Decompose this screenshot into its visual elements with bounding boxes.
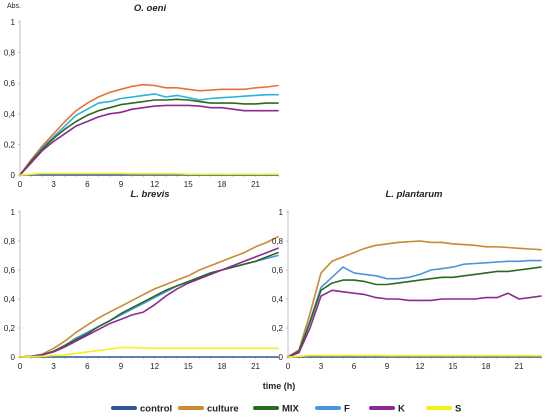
- x-tick-label: 18: [217, 180, 226, 189]
- series-line-mix: [19, 98, 279, 176]
- x-tick-label: 9: [119, 180, 124, 189]
- x-tick-label: 21: [515, 362, 524, 371]
- x-tick-label: 15: [184, 362, 193, 371]
- legend-label-culture: culture: [207, 404, 239, 415]
- x-tick-label: 6: [352, 362, 357, 371]
- series-line-culture: [19, 235, 279, 358]
- series-line-f: [19, 254, 279, 358]
- y-tick-label: 0,6: [272, 266, 284, 275]
- series-line-f: [287, 259, 542, 358]
- series-line-f: [19, 93, 279, 176]
- y-tick-label: 0: [11, 353, 16, 362]
- series-line-mix: [287, 266, 542, 358]
- x-tick-label: 6: [85, 362, 90, 371]
- y-tick-label: 0,6: [4, 266, 16, 275]
- x-tick-label: 9: [119, 362, 124, 371]
- legend-label-mix: MIX: [282, 404, 300, 415]
- y-tick-label: 0,4: [272, 295, 284, 304]
- y-tick-label: 0,8: [272, 237, 284, 246]
- series-line-culture: [19, 83, 279, 176]
- x-tick-label: 0: [18, 362, 23, 371]
- y-tick-label: 0,2: [4, 140, 16, 149]
- x-tick-label: 6: [85, 180, 90, 189]
- legend-label-control: control: [140, 404, 172, 415]
- x-tick-label: 15: [449, 362, 458, 371]
- legend-label-f: F: [344, 404, 350, 415]
- series-line-k: [287, 289, 542, 358]
- x-tick-label: 12: [416, 362, 425, 371]
- y-tick-label: 0,4: [4, 110, 16, 119]
- chart-panel-2: L. plantarum 0 0,2 0,4 0,6 0,8 1 0 3 6 9 12 15 18 21: [272, 189, 542, 371]
- x-tick-label: 3: [319, 362, 324, 371]
- y-tick-label: 1: [279, 208, 284, 217]
- series-line-s: [287, 354, 542, 358]
- y-tick-label: 0,8: [4, 237, 16, 246]
- y-tick-label: 0,2: [4, 324, 16, 333]
- x-tick-label: 9: [385, 362, 390, 371]
- y-tick-label: 0,8: [4, 49, 16, 58]
- legend-label-s: S: [455, 404, 461, 415]
- y-tick-label: 0,4: [4, 295, 16, 304]
- x-tick-label: 12: [150, 180, 159, 189]
- chart-title: L. brevis: [130, 189, 169, 200]
- y-tick-label: 0: [11, 171, 16, 180]
- x-tick-label: 21: [251, 362, 260, 371]
- y-tick-label: 0: [279, 353, 284, 362]
- x-tick-label: 15: [184, 180, 193, 189]
- series-line-culture: [287, 240, 542, 358]
- x-tick-label: 3: [51, 362, 56, 371]
- series-line-k: [19, 247, 279, 358]
- x-tick-label: 18: [482, 362, 491, 371]
- y-tick-label: 1: [11, 208, 16, 217]
- x-tick-label: 0: [18, 180, 23, 189]
- y-tick-label: 0,6: [4, 79, 16, 88]
- legend-label-k: K: [398, 404, 405, 415]
- y-unit-label: Abs.: [7, 3, 21, 10]
- y-tick-label: 1: [11, 18, 16, 27]
- series-line-mix: [19, 251, 279, 358]
- chart-title: L. plantarum: [385, 189, 443, 200]
- legend: control culture MIX F K S: [111, 404, 461, 415]
- chart-panel-0: O. oeni Abs. 0 0,2 0,4 0,6 0,8 1 0 3 6 9 12 15 18 21: [4, 3, 279, 189]
- x-tick-label: 18: [217, 362, 226, 371]
- x-tick-label: 12: [150, 362, 159, 371]
- x-tick-label: 3: [51, 180, 56, 189]
- chart-title: O. oeni: [134, 3, 167, 14]
- series-line-s: [19, 172, 279, 176]
- chart-panel-1: L. brevis 0 0,2 0,4 0,6 0,8 1 0 3 6 9 12 15 18 21: [4, 189, 279, 371]
- series-line-s: [19, 346, 279, 358]
- x-tick-label: 0: [286, 362, 291, 371]
- x-tick-label: 21: [251, 180, 260, 189]
- series-line-k: [19, 104, 279, 176]
- x-axis-title: time (h): [263, 381, 296, 391]
- y-tick-label: 0,2: [272, 324, 284, 333]
